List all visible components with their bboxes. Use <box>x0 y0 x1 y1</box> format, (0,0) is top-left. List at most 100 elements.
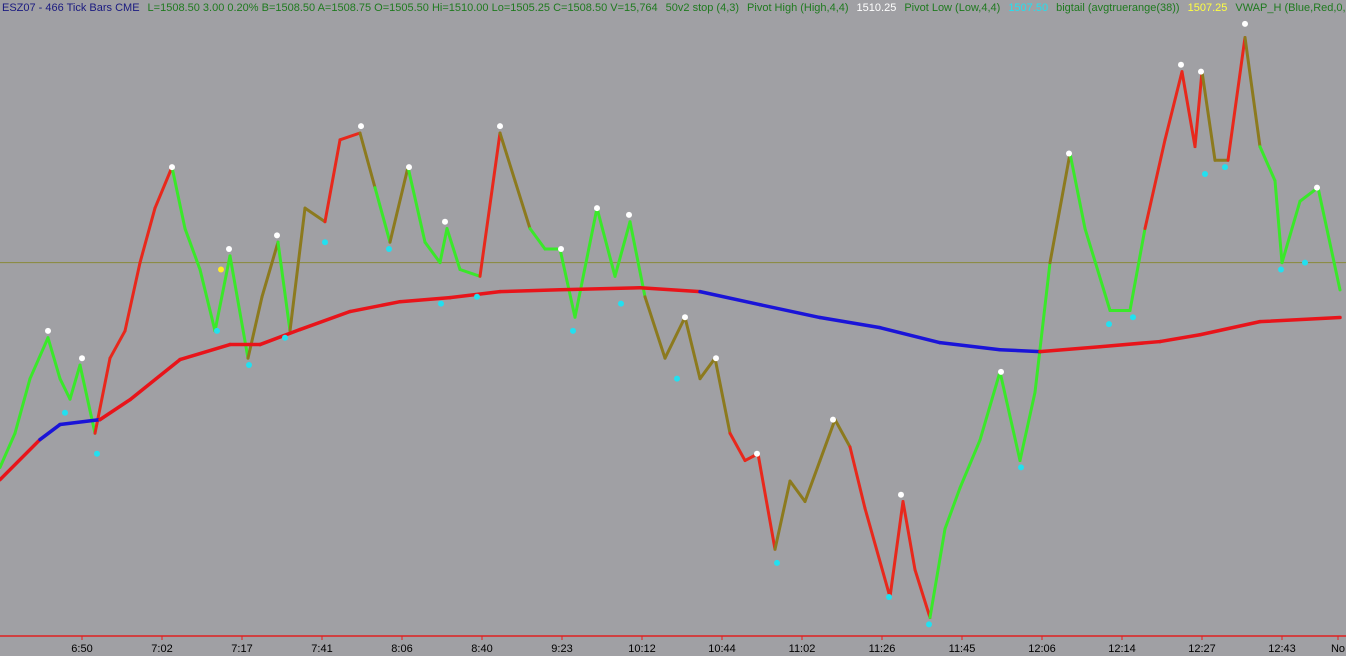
price-segment <box>683 315 702 381</box>
pivot-highs-dot <box>754 450 760 457</box>
header-segment: 50v2 stop (4,3) <box>666 2 739 14</box>
price-segment <box>388 165 410 244</box>
pivot-lows-dot <box>1202 170 1208 177</box>
price-segment <box>213 254 232 333</box>
x-tick-label: 12:43 <box>1268 643 1296 655</box>
price-segment <box>93 356 112 435</box>
price-segment <box>183 227 202 271</box>
price-segment <box>788 479 807 504</box>
price-segment <box>46 336 62 381</box>
price-segment <box>1163 70 1184 142</box>
price-segment <box>0 431 17 469</box>
price-segment <box>123 261 142 333</box>
x-tick-label: 11:26 <box>869 643 896 655</box>
x-tick-label: 7:02 <box>151 643 172 655</box>
header: ESZ07 - 466 Tick Bars CME L=1508.50 3.00 … <box>2 2 1346 14</box>
price-segment <box>1033 261 1052 394</box>
x-tick-label: 12:06 <box>1028 643 1056 655</box>
vwap-segment <box>1038 344 1102 354</box>
pivot-highs-dot <box>558 246 564 253</box>
price-segment <box>198 267 217 333</box>
pivot-highs-dot <box>358 123 364 130</box>
vwap-segment <box>38 422 62 442</box>
price-segment <box>901 500 917 572</box>
pivot-highs-dot <box>274 232 280 239</box>
pivot-lows-dot <box>1278 266 1284 273</box>
price-segment <box>943 486 962 531</box>
plot-area <box>0 20 1346 628</box>
vwap-segment <box>1158 332 1202 344</box>
pivot-highs-dot <box>594 205 600 212</box>
price-segment <box>595 206 617 278</box>
vwap-segment <box>698 289 762 307</box>
pivot-highs-dot <box>1242 20 1248 27</box>
x-tick-label: 12:14 <box>1108 643 1136 655</box>
x-tick-label: 12:27 <box>1188 643 1216 655</box>
header-segment: Pivot High (High,4,4) <box>747 2 849 14</box>
price-segment <box>478 131 502 278</box>
price-segment <box>1143 138 1167 231</box>
pivot-highs-dot <box>1178 61 1184 68</box>
price-segment <box>573 206 599 319</box>
price-segment <box>998 370 1022 463</box>
pivot-highs-dot <box>1314 184 1320 191</box>
price-segment <box>28 336 50 381</box>
price-segment <box>928 527 947 620</box>
price-segment <box>358 131 377 190</box>
price-segment <box>513 179 532 231</box>
pivot-lows-dot <box>1222 164 1228 171</box>
price-segment <box>138 206 157 265</box>
pivot-lows-dot <box>674 375 680 382</box>
x-tick-label: 8:40 <box>471 643 492 655</box>
price-segment <box>803 459 822 504</box>
price-segment <box>260 240 280 299</box>
pivot-highs-dot <box>442 218 448 225</box>
price-segment <box>1083 227 1112 312</box>
price-segment <box>728 431 747 463</box>
price-segment <box>1048 151 1072 265</box>
vwap-segment <box>878 325 942 345</box>
price-segment <box>438 227 449 265</box>
pivot-highs-dot <box>830 416 836 423</box>
price-segment <box>628 220 647 299</box>
pivot-lows-dot <box>926 621 932 628</box>
x-tick-label: 11:02 <box>789 643 816 655</box>
x-tick-label: 8:06 <box>391 643 412 655</box>
price-segment <box>288 206 307 333</box>
x-tick-label: 11:45 <box>949 643 976 655</box>
pivot-highs-dot <box>998 368 1004 375</box>
x-tick-label: No <box>1331 643 1345 655</box>
pivot-lows-dot <box>1018 464 1024 471</box>
price-segment <box>276 240 292 333</box>
pivot-highs-dot <box>713 355 719 362</box>
price-segment <box>1316 186 1342 292</box>
pivot-lows-dot <box>1106 321 1112 328</box>
price-segment <box>978 370 1002 442</box>
price-segment <box>1128 227 1147 312</box>
price-segment <box>863 506 892 599</box>
pivot-lows-dot <box>474 293 480 300</box>
vwap-segment <box>998 347 1042 354</box>
price-segment <box>1018 390 1037 463</box>
price-segment <box>643 295 667 360</box>
pivot-lows-dot <box>246 362 252 369</box>
vwap-segment <box>298 309 352 332</box>
pivot-highs-dot <box>406 164 412 171</box>
header-segment: Pivot Low (Low,4,4) <box>904 2 1000 14</box>
price-segment <box>1193 70 1204 149</box>
x-tick-label: 7:41 <box>311 643 332 655</box>
x-tick-label: 10:44 <box>708 643 736 655</box>
price-segment <box>58 377 72 401</box>
vwap-segment <box>348 299 402 314</box>
price-segment <box>1258 145 1277 183</box>
header-segment: 1507.25 <box>1188 2 1228 14</box>
price-segment <box>833 418 852 449</box>
price-segment <box>406 165 427 244</box>
pivot-lows-dot <box>62 409 68 416</box>
pivot-highs-dot <box>626 211 632 218</box>
price-segment <box>756 452 777 551</box>
price-segment <box>613 220 632 278</box>
header-segment: VWAP_H (Blue,Red,0, <box>1235 2 1345 14</box>
price-segment <box>698 356 717 381</box>
vwap-segment <box>638 286 702 294</box>
